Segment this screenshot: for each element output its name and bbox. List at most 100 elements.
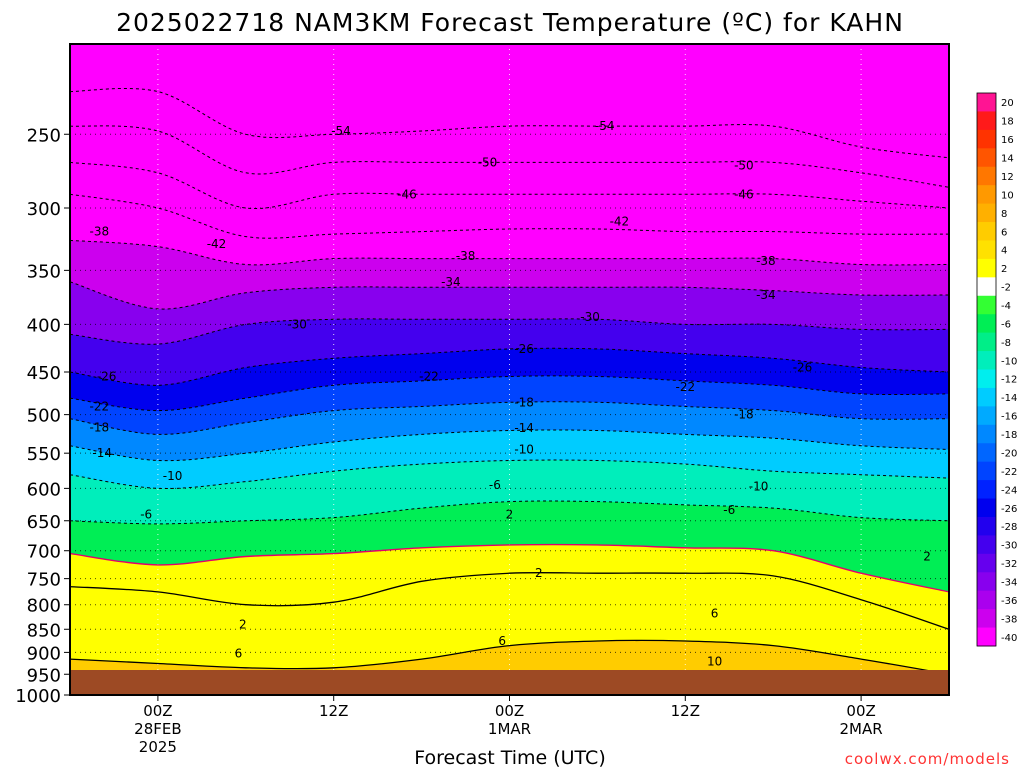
contour-label: -18: [514, 395, 534, 409]
y-tick-label: 300: [27, 199, 61, 220]
colorbar-label: -40: [1001, 633, 1017, 644]
contour-label: -10: [163, 469, 183, 483]
contour-label: -46: [397, 187, 417, 201]
isotherm--34: [70, 281, 949, 310]
colorbar-cell: [977, 461, 996, 481]
x-tick-label: 12Z: [671, 702, 700, 720]
colorbar-cell: [977, 406, 996, 426]
contour-label: 2: [923, 549, 931, 563]
contour-label: 6: [711, 607, 719, 621]
isotherm--54: [70, 87, 949, 159]
y-tick-label: 850: [27, 620, 61, 641]
isotherm-2: [70, 571, 949, 630]
colorbar-cell: [977, 166, 996, 186]
contour-label: -50: [734, 158, 754, 172]
colorbar-label: 2: [1001, 264, 1007, 275]
colorbar-cell: [977, 535, 996, 555]
colorbar-label: -22: [1001, 467, 1017, 478]
contour-label: -50: [478, 155, 498, 169]
y-tick-label: 950: [27, 665, 61, 686]
colorbar-label: -36: [1001, 596, 1017, 607]
contour-label: -34: [441, 275, 461, 289]
contour-label: -22: [419, 369, 439, 383]
isotherm--22: [70, 375, 949, 412]
contour-label: -30: [287, 317, 307, 331]
contour-label: -42: [610, 214, 630, 228]
contour-label: -6: [489, 478, 501, 492]
y-tick-label: 350: [27, 261, 61, 282]
contour-label-layer: 6 2 6 2 6 10 2 2 -6 -6 -6 -10 -10 -10 -14 -14 -18 -18 -18 -…: [89, 119, 930, 668]
x-tick-label: 2025: [139, 738, 177, 756]
contour-label: 2: [506, 507, 514, 521]
isotherm--18: [70, 401, 949, 435]
colorbar-cell: [977, 516, 996, 536]
colorbar-cell: [977, 480, 996, 500]
colorbar-cell: [977, 222, 996, 241]
contour-label: -22: [89, 399, 109, 413]
colorbar-label: -8: [1001, 338, 1011, 349]
colorbar-label: 6: [1001, 227, 1007, 238]
x-tick-label: 2MAR: [840, 720, 883, 738]
colorbar-cell: [977, 424, 996, 444]
colorbar-cell: [977, 498, 996, 518]
y-tick-label: 500: [27, 406, 61, 427]
contour-label: 6: [498, 634, 506, 648]
isotherm--2: [70, 543, 949, 593]
y-tick-label: 600: [27, 479, 61, 500]
colorbar-label: -34: [1001, 577, 1017, 588]
x-tick-label: 1MAR: [488, 720, 531, 738]
contour-label: -26: [97, 369, 117, 383]
colorbar-cell: [977, 203, 996, 223]
y-tick-label: 750: [27, 570, 61, 591]
contour-label: -18: [734, 408, 754, 422]
colorbar-cell: [977, 332, 996, 352]
fill-above--54: [70, 44, 949, 158]
colorbar-cell: [977, 258, 996, 278]
colorbar-label: 16: [1001, 135, 1014, 146]
contour-label: -22: [675, 380, 695, 394]
colorbar-cell: [977, 93, 996, 112]
colorbar-label: 10: [1001, 190, 1014, 201]
x-tick-label: 00Z: [143, 702, 172, 720]
colorbar-label: 20: [1001, 98, 1014, 109]
x-tick-label: 00Z: [846, 702, 875, 720]
y-tick-label: 650: [27, 512, 61, 533]
colorbar-label: -16: [1001, 412, 1017, 423]
contour-label: -46: [734, 187, 754, 201]
terrain-mask: [70, 670, 949, 695]
x-axis-label: Forecast Time (UTC): [414, 747, 605, 768]
x-tick-label: 12Z: [319, 702, 348, 720]
y-axis: 2503003504004505005506006507007508008509…: [15, 125, 70, 707]
contour-label: -54: [595, 119, 615, 133]
colorbar-cell: [977, 590, 996, 610]
contour-label: -14: [514, 421, 534, 435]
x-tick-label: 28FEB: [134, 720, 181, 738]
colorbar-cell: [977, 351, 996, 370]
colorbar-label: -38: [1001, 614, 1017, 625]
colorbar-cell: [977, 609, 996, 629]
colorbar-label: -10: [1001, 356, 1017, 367]
contour-label: -10: [514, 442, 534, 456]
colorbar-label: -6: [1001, 319, 1011, 330]
colorbar-label: -24: [1001, 485, 1017, 496]
contour-label: -30: [580, 310, 600, 324]
contour-label: -38: [89, 225, 109, 239]
colorbar-cell: [977, 443, 996, 463]
colorbar-label: -28: [1001, 522, 1017, 533]
contour-label: -18: [89, 420, 109, 434]
grid-layer: [70, 44, 949, 695]
watermark: coolwx.com/models: [845, 750, 1010, 768]
y-tick-label: 1000: [15, 686, 61, 707]
x-tick-label: 00Z: [495, 702, 524, 720]
colorbar-cell: [977, 572, 996, 592]
y-tick-label: 800: [27, 596, 61, 617]
isotherm--26: [70, 347, 949, 386]
contour-label: -6: [140, 507, 152, 521]
isotherm--14: [70, 429, 949, 462]
colorbar-label: 18: [1001, 117, 1014, 128]
colorbar-cell: [977, 240, 996, 260]
isotherm--46: [70, 161, 949, 210]
contour-label: -42: [207, 237, 227, 251]
y-tick-label: 450: [27, 363, 61, 384]
